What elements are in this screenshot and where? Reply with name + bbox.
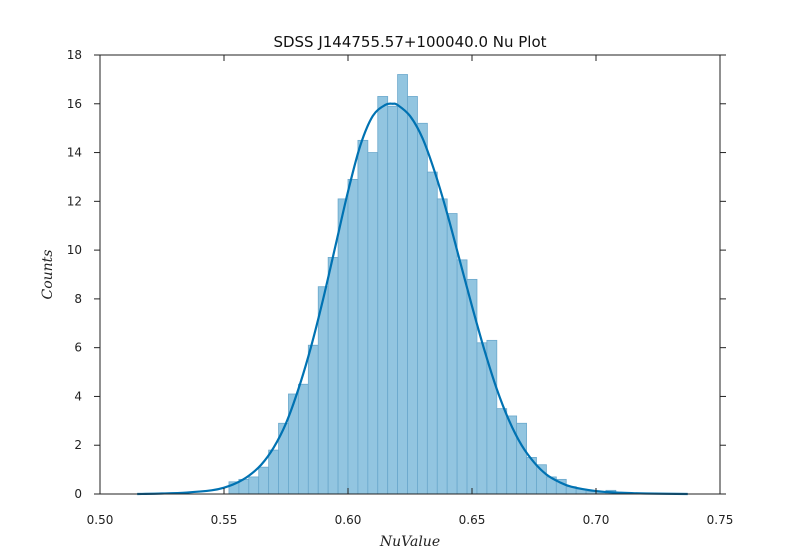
histogram-bar <box>496 408 508 495</box>
histogram-bar <box>307 344 319 495</box>
x-tick-label: 0.75 <box>707 513 734 527</box>
x-axis-label: NuValue <box>379 534 440 550</box>
histogram-bar <box>268 449 279 495</box>
histogram-bar <box>436 198 448 495</box>
histogram-bar <box>288 393 299 495</box>
histogram-bar <box>387 105 398 495</box>
kde-curve <box>137 102 688 496</box>
y-tick-label: 14 <box>67 146 82 160</box>
histogram-bar <box>317 286 329 495</box>
histogram-bar <box>516 422 527 495</box>
histogram-bar <box>377 96 389 495</box>
histogram-bar <box>407 96 418 495</box>
histogram-bar <box>456 259 468 495</box>
y-axis-label: Counts <box>40 250 56 300</box>
histogram-bar <box>357 139 369 495</box>
histogram-bar <box>248 476 260 495</box>
histogram-bar <box>397 74 408 495</box>
histogram-bar <box>337 198 349 495</box>
histogram-bar <box>426 171 438 495</box>
y-tick-label: 10 <box>67 243 82 257</box>
x-tick-label: 0.60 <box>335 513 362 527</box>
histogram-bar <box>446 213 458 495</box>
x-axis-ticks: 0.50 0.55 0.60 0.65 0.70 0.75 <box>87 55 734 527</box>
x-tick-label: 0.55 <box>211 513 238 527</box>
x-tick-label: 0.70 <box>583 513 610 527</box>
histogram-bar <box>466 278 478 495</box>
x-tick-label: 0.50 <box>87 513 114 527</box>
y-tick-label: 4 <box>74 389 82 403</box>
histogram-bar <box>476 342 488 495</box>
y-tick-label: 18 <box>67 48 82 62</box>
histogram-bar <box>417 122 428 495</box>
y-tick-label: 6 <box>74 341 82 355</box>
chart-title: SDSS J144755.57+100040.0 Nu Plot <box>273 33 546 51</box>
y-tick-label: 2 <box>74 438 82 452</box>
plot-frame <box>99 54 721 495</box>
histogram-bar <box>258 466 270 495</box>
y-tick-label: 16 <box>67 97 82 111</box>
histogram-bar <box>327 257 339 495</box>
histogram-bar <box>367 152 379 495</box>
y-tick-label: 0 <box>74 487 82 501</box>
y-tick-label: 12 <box>67 194 82 208</box>
y-tick-label: 8 <box>74 292 82 306</box>
x-tick-label: 0.65 <box>459 513 486 527</box>
y-axis-ticks: 0 2 4 6 8 10 12 14 16 18 <box>67 48 726 501</box>
histogram-bar <box>297 383 309 495</box>
histogram-bar <box>347 178 359 495</box>
